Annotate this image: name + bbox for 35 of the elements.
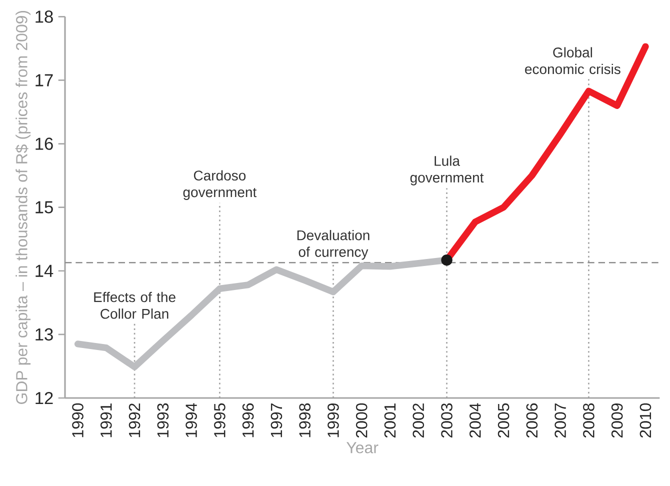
y-tick-label: 13 bbox=[36, 328, 53, 341]
x-tick-label: 2001 bbox=[384, 404, 396, 438]
y-tick-label: 14 bbox=[36, 264, 54, 277]
x-tick-label: 2008 bbox=[583, 403, 594, 438]
y-tick-label: 17 bbox=[36, 74, 53, 86]
x-tick-label: 1997 bbox=[270, 404, 282, 438]
y-tick-label: 18 bbox=[36, 10, 53, 23]
x-tick-label: 1993 bbox=[157, 403, 169, 438]
x-tick-label: 2010 bbox=[640, 403, 652, 438]
x-tick-label: 2004 bbox=[470, 403, 481, 438]
x-tick-label: 1991 bbox=[100, 404, 112, 438]
ref-line-label: Devaluation of currency bbox=[297, 230, 370, 260]
x-tick-label: 2006 bbox=[526, 403, 538, 438]
x-tick-label: 1998 bbox=[299, 403, 311, 438]
y-axis-title: GDP per capita – in thousands of R$ (prices from 2009) bbox=[15, 10, 31, 404]
x-tick-label: 1995 bbox=[214, 403, 226, 438]
x-tick-label: 2005 bbox=[498, 403, 510, 438]
x-tick-label: 1992 bbox=[128, 404, 140, 438]
y-tick-label: 12 bbox=[36, 392, 53, 404]
x-tick-label: 1996 bbox=[242, 403, 254, 438]
x-tick-label: 2003 bbox=[441, 403, 452, 438]
y-tick-label: 16 bbox=[36, 138, 53, 150]
x-tick-label: 1999 bbox=[328, 403, 339, 438]
x-tick-label: 2007 bbox=[554, 404, 566, 438]
ref-line-label: Lula government bbox=[410, 156, 484, 186]
x-tick-label: 2009 bbox=[611, 403, 623, 438]
ref-line-label: Global economic crisis bbox=[525, 47, 620, 74]
x-axis-title: Year bbox=[346, 442, 378, 454]
x-tick-label: 2000 bbox=[356, 403, 368, 438]
ref-line-label: Cardoso government bbox=[183, 170, 257, 200]
ref-line-label: Effects of the Collor Plan bbox=[94, 292, 176, 319]
y-tick-label: 15 bbox=[36, 201, 53, 214]
x-tick-label: 1994 bbox=[186, 403, 197, 438]
x-tick-label: 2002 bbox=[412, 404, 424, 438]
x-tick-label: 1990 bbox=[72, 403, 84, 438]
